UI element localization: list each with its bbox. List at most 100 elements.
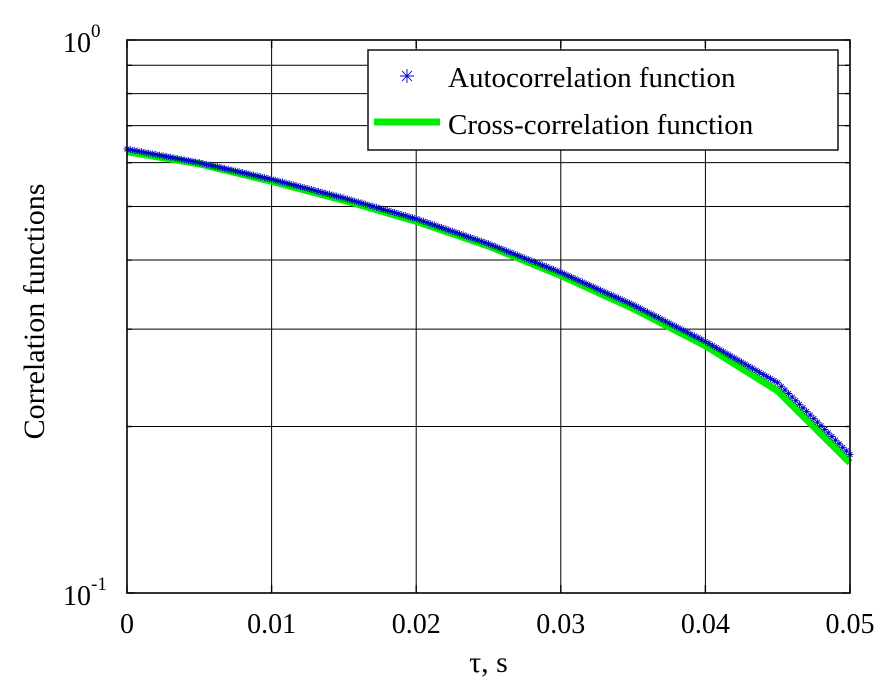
autocorrelation-point [242,169,250,177]
star-marker-path [387,208,395,216]
autocorrelation-point [174,155,182,163]
star-marker-path [297,183,305,191]
star-marker-path [184,157,192,165]
star-marker-path [463,232,471,240]
autocorrelation-point [622,298,630,306]
star-marker-path [130,146,138,154]
autocorrelation-point [593,285,601,293]
star-marker-path [372,203,380,211]
autocorrelation-point [177,155,185,163]
star-marker-path [589,283,597,291]
autocorrelation-point [141,148,149,156]
star-marker-path [813,418,821,426]
star-marker-path [810,415,818,423]
legend-star-marker [400,69,414,83]
autocorrelation-point [647,310,655,318]
star-marker-path [311,186,319,194]
star-marker-path [452,229,460,237]
star-marker-path [607,291,615,299]
autocorrelation-point [644,308,652,316]
y-tick-label-exponent: 0 [91,21,101,42]
autocorrelation-point [553,267,561,275]
autocorrelation-point [658,315,666,323]
autocorrelation-point [188,157,196,165]
star-marker-path [369,202,377,210]
autocorrelation-point [127,146,135,154]
autocorrelation-point [524,256,532,264]
autocorrelation-point [810,415,818,423]
star-marker-path [694,334,702,342]
autocorrelation-point [235,168,243,176]
star-marker-path [354,198,362,206]
autocorrelation-point [145,149,153,157]
star-marker-path [499,246,507,254]
autocorrelation-point [763,373,771,381]
star-marker-path [347,196,355,204]
star-marker-path [524,256,532,264]
autocorrelation-point [575,276,583,284]
star-marker-path [510,250,518,258]
star-marker-path [698,336,706,344]
autocorrelation-point [528,257,536,265]
star-marker-path [170,154,178,162]
star-marker-path [676,325,684,333]
autocorrelation-point [199,160,207,168]
star-marker-path [210,162,218,170]
autocorrelation-point [210,162,218,170]
star-marker-path [803,407,811,415]
x-tick-label: 0.03 [536,609,585,640]
autocorrelation-point [134,147,142,155]
autocorrelation-point [709,342,717,350]
star-marker-path [709,342,717,350]
autocorrelation-point [470,235,478,243]
autocorrelation-point [813,418,821,426]
autocorrelation-point [250,171,258,179]
autocorrelation-point [362,200,370,208]
autocorrelation-point [286,180,294,188]
autocorrelation-point [416,216,424,224]
autocorrelation-point [748,364,756,372]
legend-box [367,49,839,151]
autocorrelation-point [409,214,417,222]
star-marker-path [188,157,196,165]
autocorrelation-point [228,166,236,174]
star-marker-path [553,267,561,275]
autocorrelation-point [727,352,735,360]
autocorrelation-point [550,266,558,274]
star-marker-path [788,393,796,401]
star-marker-path [286,180,294,188]
autocorrelation-point [282,179,290,187]
autocorrelation-point [669,321,677,329]
autocorrelation-point [499,246,507,254]
autocorrelation-point [611,293,619,301]
autocorrelation-point [365,201,373,209]
autocorrelation-point [741,360,749,368]
autocorrelation-point [752,366,760,374]
tick-marks [126,39,851,594]
star-marker-path [394,210,402,218]
star-marker-path [528,257,536,265]
star-marker-path [293,182,301,190]
star-marker-path [759,370,767,378]
star-marker-path [177,155,185,163]
star-marker-path [687,330,695,338]
star-marker-path [604,289,612,297]
star-marker-path [792,397,800,405]
autocorrelation-point [184,157,192,165]
autocorrelation-point [842,447,850,455]
autocorrelation-point [441,225,449,233]
star-marker-path [539,261,547,269]
star-marker-path [839,443,847,451]
autocorrelation-point [231,167,239,175]
autocorrelation-point [333,192,341,200]
autocorrelation-point [354,198,362,206]
star-marker-path [456,230,464,238]
star-marker-path [174,155,182,163]
autocorrelation-point [430,221,438,229]
autocorrelation-point [546,264,554,272]
star-marker-path [409,214,417,222]
star-marker-path [351,197,359,205]
autocorrelation-point [683,328,691,336]
autocorrelation-point [213,163,221,171]
star-marker-path [506,248,514,256]
